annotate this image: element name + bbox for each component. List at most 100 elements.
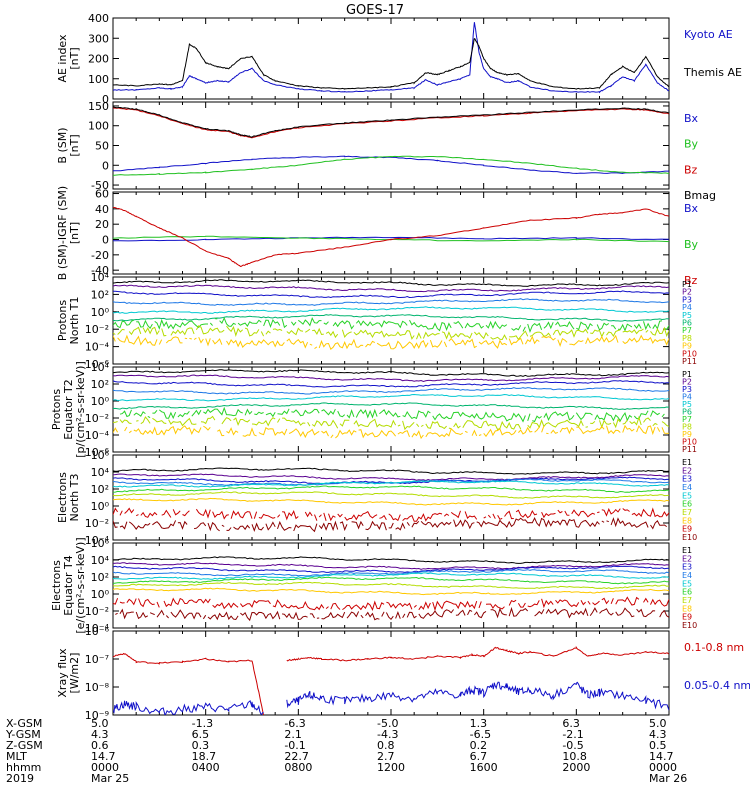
ephem-value: 0400 bbox=[191, 761, 220, 774]
legend-entry: P8 bbox=[682, 334, 692, 343]
ephem-row-label: Z-GSM bbox=[6, 739, 43, 752]
ephem-value: -6.3 bbox=[284, 717, 306, 730]
ephem-value: -0.1 bbox=[284, 739, 306, 752]
y-tick-label: 10⁻⁷ bbox=[85, 653, 109, 666]
legend-entry: P2 bbox=[682, 288, 692, 297]
ephem-value: 18.7 bbox=[191, 750, 217, 763]
y-tick-label: 10⁻⁸ bbox=[85, 681, 110, 694]
legend-entry: P7 bbox=[682, 326, 692, 335]
y-axis-label: Equator T4 bbox=[62, 555, 75, 615]
legend-entry: P3 bbox=[682, 385, 692, 394]
series-bx bbox=[113, 155, 669, 175]
series-e4 bbox=[113, 478, 669, 486]
series-e5 bbox=[113, 480, 669, 488]
legend-entry: 0.1-0.8 nm bbox=[684, 641, 744, 654]
legend-entry: P4 bbox=[682, 303, 692, 312]
series-e1 bbox=[113, 556, 669, 564]
series-p4 bbox=[113, 298, 669, 306]
y-tick-label: 400 bbox=[88, 12, 109, 25]
legend-entry: P2 bbox=[682, 378, 692, 387]
legend-entry: P11 bbox=[682, 445, 697, 454]
ephem-value: 5.0 bbox=[91, 717, 109, 730]
legend-entry: P10 bbox=[682, 438, 697, 447]
ephem-value: Mar 25 bbox=[91, 772, 130, 785]
y-tick-label: 10⁰ bbox=[91, 588, 110, 601]
y-axis-label: Electrons bbox=[56, 472, 69, 523]
legend-entry: P9 bbox=[682, 342, 692, 351]
y-tick-label: 10⁻² bbox=[85, 412, 109, 425]
y-tick-label: 10⁴ bbox=[91, 271, 110, 284]
legend-entry: E4 bbox=[682, 571, 692, 580]
panel-frame bbox=[112, 101, 670, 190]
y-tick-label: 10⁻⁴ bbox=[85, 341, 110, 354]
series-group bbox=[113, 645, 669, 715]
y-axis-label: Electrons bbox=[50, 560, 63, 611]
legend-entry: Bz bbox=[684, 163, 698, 176]
y-tick-label: 10⁻⁶ bbox=[85, 446, 110, 459]
ephem-value: 0800 bbox=[284, 761, 313, 774]
legend-entry: E1 bbox=[682, 546, 692, 555]
y-tick-label: 10⁰ bbox=[91, 306, 110, 319]
legend-entry: E1 bbox=[682, 458, 692, 467]
series-p6 bbox=[113, 314, 669, 322]
y-axis-label: Protons bbox=[56, 300, 69, 341]
legend-entry: E7 bbox=[682, 596, 692, 605]
y-tick-label: 10⁻⁴ bbox=[85, 534, 110, 547]
series-group bbox=[113, 279, 669, 351]
legend-entry: P6 bbox=[682, 319, 692, 328]
y-tick-label: 60 bbox=[95, 188, 109, 201]
y-axis-label: North T1 bbox=[68, 297, 81, 345]
legend-entry: E2 bbox=[682, 466, 692, 475]
ephem-row-label: Y-GSM bbox=[6, 728, 41, 741]
series-p1 bbox=[113, 369, 669, 377]
series-p8 bbox=[113, 325, 669, 341]
y-tick-label: 10⁻⁶ bbox=[85, 625, 110, 638]
series-kyoto-ae bbox=[113, 22, 669, 94]
series-p5 bbox=[113, 306, 669, 314]
panel-bigrf: 60 40 20 0 -20 -40 B (SM)-IGRF (SM) [nT] Bx By Bz bbox=[56, 186, 699, 287]
series-e7 bbox=[113, 491, 669, 499]
panel-pn: 10⁴ 10² 10⁰ 10⁻² 10⁻⁴ 10⁻⁶ Protons North T1 P1P2… bbox=[56, 271, 697, 371]
legend-entry: By bbox=[684, 238, 699, 251]
series-by bbox=[113, 235, 669, 243]
series-p9 bbox=[113, 334, 669, 351]
ephem-row-label: hhmm bbox=[6, 761, 42, 774]
ephem-value: 0.8 bbox=[377, 739, 395, 752]
legend-entry: E6 bbox=[682, 588, 692, 597]
y-axis-label: [W/m2] bbox=[68, 653, 81, 694]
ephem-value: -4.3 bbox=[377, 728, 399, 741]
series-e7 bbox=[113, 581, 669, 590]
y-tick-label: -20 bbox=[91, 249, 109, 262]
y-tick-label: 10⁰ bbox=[91, 500, 110, 513]
series-p3 bbox=[113, 290, 669, 299]
ephem-value: 2000 bbox=[562, 761, 591, 774]
series-bz bbox=[113, 207, 669, 268]
y-tick-label: 300 bbox=[88, 32, 109, 45]
series-e3 bbox=[113, 565, 669, 573]
ephem-value: 0000 bbox=[91, 761, 119, 774]
series-p3 bbox=[113, 380, 669, 388]
legend-entry: 0.05-0.4 nm bbox=[684, 679, 750, 692]
series-p9 bbox=[113, 424, 669, 440]
ephem-value: 14.7 bbox=[91, 750, 116, 763]
series-bx bbox=[113, 236, 669, 242]
legend-entry: E8 bbox=[682, 516, 692, 525]
ephem-value: 4.3 bbox=[649, 728, 667, 741]
series-themis-ae bbox=[113, 38, 669, 90]
legend-entry: E3 bbox=[682, 563, 692, 572]
series-group bbox=[113, 556, 669, 622]
series-0-1-0-8-nm bbox=[113, 645, 669, 715]
ephem-row-label: X-GSM bbox=[6, 717, 43, 730]
legend-entry: E7 bbox=[682, 508, 692, 517]
ephem-value: 0.6 bbox=[91, 739, 109, 752]
legend-entry: E2 bbox=[682, 554, 692, 563]
ephem-value: 6.5 bbox=[191, 728, 210, 741]
legend-entry: E9 bbox=[682, 613, 692, 622]
y-tick-label: 0 bbox=[102, 234, 109, 247]
y-tick-label: -40 bbox=[91, 264, 109, 277]
plot-title: GOES-17 bbox=[346, 3, 404, 18]
y-tick-label: 10⁴ bbox=[91, 361, 110, 374]
y-tick-label: 10² bbox=[91, 571, 109, 584]
panel-pe: 10⁴ 10² 10⁰ 10⁻² 10⁻⁴ 10⁻⁶ Protons Equator T2 [p… bbox=[50, 361, 697, 459]
